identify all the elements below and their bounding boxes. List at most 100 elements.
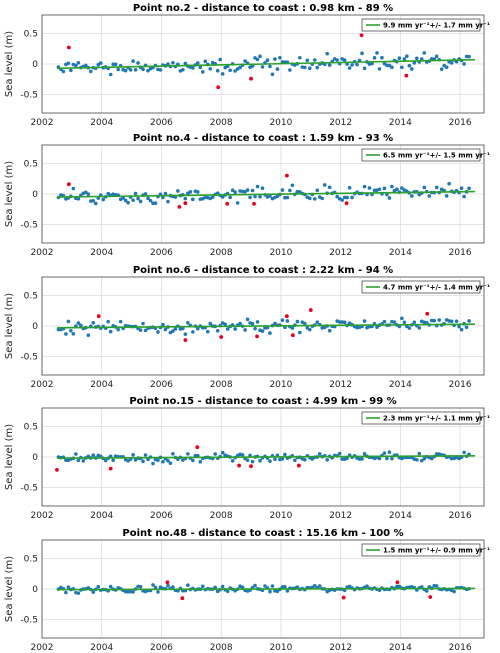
data-point [74, 452, 78, 456]
data-point [171, 329, 175, 333]
data-point [148, 198, 153, 203]
data-point [253, 583, 257, 588]
data-point [382, 319, 387, 324]
data-point [186, 320, 190, 325]
data-point [156, 458, 160, 462]
data-point [415, 56, 419, 61]
panel-1: Point no.2 - distance to coast : 0.98 km… [4, 3, 490, 128]
data-point [278, 55, 282, 60]
x-tick-label: 2004 [90, 511, 113, 521]
data-point [312, 58, 317, 62]
data-point [467, 54, 471, 59]
data-point [347, 185, 352, 190]
data-point [459, 327, 464, 332]
data-point [250, 459, 255, 464]
data-point [84, 63, 88, 68]
x-tick-label: 2010 [269, 118, 292, 128]
data-point [467, 186, 471, 191]
data-point [390, 184, 394, 189]
data-point [198, 65, 203, 70]
data-point [108, 584, 113, 589]
outlier-point [219, 335, 224, 339]
outlier-point [344, 201, 349, 206]
data-point [412, 320, 417, 325]
data-point [76, 61, 81, 65]
plot-frame [41, 14, 485, 114]
data-point [146, 196, 150, 201]
data-point [183, 332, 188, 336]
data-point [295, 585, 300, 589]
data-point [225, 589, 230, 594]
data-point [64, 590, 68, 595]
data-point [136, 196, 140, 201]
data-point [255, 184, 260, 189]
outlier-point [66, 45, 71, 50]
data-point [407, 326, 412, 330]
data-point [377, 67, 382, 71]
x-tick-label: 2004 [90, 643, 113, 653]
data-point [429, 456, 434, 461]
data-point [66, 61, 71, 66]
x-tick-label: 2004 [90, 380, 113, 390]
data-point [437, 318, 442, 322]
outlier-point [183, 201, 188, 206]
panel-4: Point no.15 - distance to coast : 4.99 k… [4, 396, 490, 521]
data-point [380, 55, 384, 60]
data-point [98, 454, 103, 459]
data-point [317, 584, 322, 588]
chart-title: Point no.4 - distance to coast : 1.59 km… [133, 133, 393, 144]
data-point [285, 195, 290, 200]
data-point [315, 65, 320, 70]
data-point [208, 67, 213, 71]
data-point [166, 199, 170, 204]
data-point [362, 319, 367, 323]
data-point [310, 457, 315, 461]
data-point [123, 68, 128, 73]
data-point [290, 183, 295, 188]
y-axis-label: Sea level (m) [4, 424, 15, 490]
data-point [245, 317, 250, 322]
data-point [163, 191, 168, 196]
data-point [355, 62, 359, 67]
data-point [285, 589, 290, 593]
data-point [141, 459, 145, 464]
data-point [439, 67, 444, 71]
data-point [385, 456, 389, 461]
data-point [427, 194, 432, 198]
data-point [283, 452, 287, 457]
data-point [168, 461, 173, 466]
data-point [327, 185, 332, 190]
data-point [215, 191, 220, 195]
outlier-point [284, 173, 289, 178]
data-point [350, 195, 354, 200]
data-point [91, 198, 96, 203]
outlier-point [359, 33, 364, 38]
data-point [275, 67, 280, 71]
panel-3: Point no.6 - distance to coast : 2.22 km… [4, 265, 490, 390]
data-point [462, 194, 466, 199]
data-point [337, 451, 342, 456]
y-tick-label: 0.5 [24, 159, 38, 169]
data-point [402, 320, 407, 325]
data-point [452, 589, 456, 594]
y-tick-label: 0 [32, 190, 38, 200]
chart-title: Point no.2 - distance to coast : 0.98 km… [133, 3, 393, 14]
data-point [340, 198, 344, 202]
x-tick-label: 2002 [31, 643, 54, 653]
data-point [248, 195, 252, 200]
outlier-point [296, 463, 301, 468]
y-tick-label: 0 [32, 322, 38, 332]
x-tick-label: 2012 [329, 248, 352, 258]
data-point [111, 458, 115, 463]
data-point [195, 190, 200, 194]
data-point [434, 584, 439, 588]
data-point [268, 459, 272, 463]
chart-title: Point no.48 - distance to coast : 15.16 … [122, 528, 403, 539]
data-point [268, 331, 272, 335]
data-point [113, 62, 118, 67]
data-point [335, 194, 339, 199]
data-point [133, 191, 138, 196]
y-axis-label: Sea level (m) [4, 31, 15, 97]
x-tick-label: 2010 [269, 511, 292, 521]
data-point [298, 330, 302, 335]
